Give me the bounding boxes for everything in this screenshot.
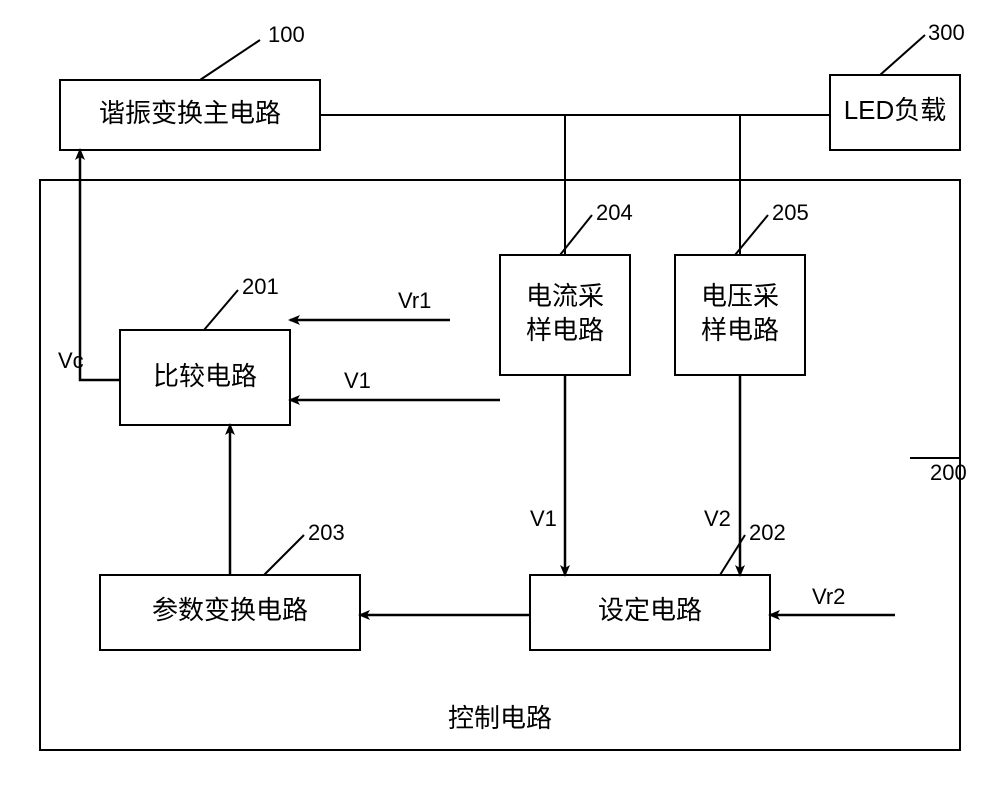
setting-label: 设定电路: [598, 595, 702, 625]
comparator-label: 比较电路: [153, 361, 257, 391]
leader-300: [880, 35, 925, 75]
vc-label: Vc: [58, 348, 84, 373]
resonant-main-label: 谐振变换主电路: [99, 98, 281, 128]
tag-205: 205: [772, 200, 809, 225]
tag-202: 202: [749, 520, 786, 545]
leader-100: [200, 40, 260, 80]
v2-label: V2: [704, 506, 731, 531]
current-sample-block: 电流采 样电路: [500, 255, 630, 375]
leader-203: [264, 535, 304, 575]
leader-201: [204, 290, 238, 330]
tag-100: 100: [268, 22, 305, 47]
comparator-block: 比较电路: [120, 330, 290, 425]
control-frame-label: 控制电路: [448, 703, 552, 733]
resonant-main-block: 谐振变换主电路: [60, 80, 320, 150]
vr1-label: Vr1: [398, 288, 431, 313]
vc-to-main: [80, 150, 120, 380]
setting-block: 设定电路: [530, 575, 770, 650]
current-sample-label-1: 电流采: [526, 281, 604, 311]
led-load-block: LED负载: [830, 75, 960, 150]
voltage-sample-label-1: 电压采: [701, 281, 779, 311]
voltage-sample-block: 电压采 样电路: [675, 255, 805, 375]
v1-lower-label: V1: [530, 506, 557, 531]
voltage-sample-label-2: 样电路: [701, 315, 779, 345]
tag-201: 201: [242, 274, 279, 299]
vr2-label: Vr2: [812, 584, 845, 609]
tag-200: 200: [930, 460, 967, 485]
tag-300: 300: [928, 20, 965, 45]
led-load-label: LED负载: [844, 95, 947, 125]
tag-204: 204: [596, 200, 633, 225]
current-sample-label-2: 样电路: [526, 315, 604, 345]
param-transform-label: 参数变换电路: [152, 595, 308, 625]
tag-203: 203: [308, 520, 345, 545]
param-transform-block: 参数变换电路: [100, 575, 360, 650]
v1-upper-label: V1: [344, 368, 371, 393]
